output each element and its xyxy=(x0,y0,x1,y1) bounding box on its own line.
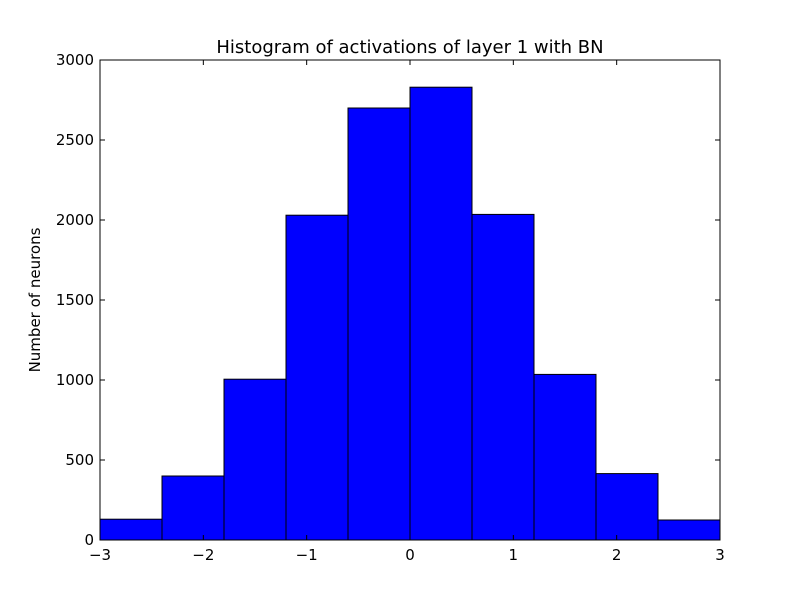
y-tick-label: 2000 xyxy=(56,211,94,229)
x-tick-label: 2 xyxy=(612,546,622,564)
histogram-bar xyxy=(161,475,225,541)
histogram-bar xyxy=(409,86,473,541)
histogram-bar xyxy=(223,378,287,541)
plot-frame xyxy=(99,59,721,541)
y-axis-label: Number of neurons xyxy=(26,227,44,372)
histogram-bar xyxy=(595,473,659,541)
histogram-bar xyxy=(347,107,411,541)
histogram-bar xyxy=(471,213,535,541)
y-tick-label: 3000 xyxy=(56,51,94,69)
histogram-bar xyxy=(285,214,349,541)
ticks-group: −3 −2 −1 0 1 2 3 0 500 1000 1500 2000 2500 3000 xyxy=(56,51,725,564)
x-tick-label: 0 xyxy=(405,546,415,564)
x-tick-label: −3 xyxy=(89,546,111,564)
y-tick-label: 1000 xyxy=(56,371,94,389)
x-tick-label: −2 xyxy=(192,546,214,564)
histogram-bar xyxy=(99,518,163,541)
y-tick-label: 2500 xyxy=(56,131,94,149)
x-tick-label: −1 xyxy=(296,546,318,564)
y-tick-label: 0 xyxy=(84,531,94,549)
x-tick-label: 1 xyxy=(509,546,519,564)
y-tick-label: 500 xyxy=(65,451,94,469)
histogram-bar xyxy=(533,373,597,541)
histogram-bar xyxy=(657,519,721,541)
x-tick-label: 3 xyxy=(715,546,725,564)
bars-group xyxy=(99,86,721,541)
chart-title: Histogram of activations of layer 1 with… xyxy=(216,37,603,58)
y-tick-label: 1500 xyxy=(56,291,94,309)
